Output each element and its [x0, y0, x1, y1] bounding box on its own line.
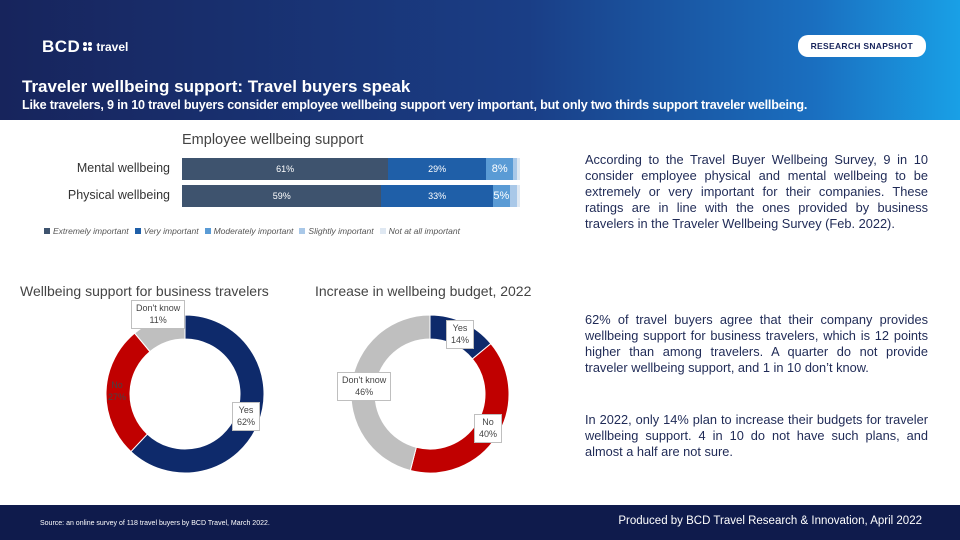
bar-segment: [509, 185, 517, 207]
donut-slice-no: [409, 342, 510, 474]
donut-budget-label-yes: Yes 14%: [446, 320, 475, 350]
bar-row-physical: Physical wellbeing 59% 33% 5%: [0, 185, 520, 207]
header-banner: BCD travel RESEARCH SNAPSHOT Traveler we…: [0, 0, 960, 120]
logo-bcd-text: BCD: [42, 37, 81, 56]
page-title: Traveler wellbeing support: Travel buyer…: [22, 77, 411, 96]
donut-slice-yes: [130, 314, 265, 474]
bar-segment: 29%: [388, 158, 487, 180]
legend-item: Not at all important: [379, 226, 460, 236]
bar-category-label: Physical wellbeing: [67, 188, 170, 202]
legend-swatch: [204, 228, 211, 234]
legend-label: Extremely important: [53, 226, 129, 236]
legend-item: Slightly important: [299, 226, 374, 236]
donut-support-label-no: No 27%: [108, 380, 127, 402]
bar-segment: [516, 158, 520, 180]
footer-produced: Produced by BCD Travel Research & Innova…: [618, 515, 922, 527]
bar-segment: 8%: [486, 158, 514, 180]
bar-chart-legend: Extremely important Very important Moderat…: [44, 226, 460, 236]
donut-support-label-dontknow: Don't know 11%: [131, 300, 186, 330]
bar-row-mental: Mental wellbeing 61% 29% 8%: [0, 158, 520, 180]
legend-swatch: [299, 228, 306, 234]
bcd-logo: BCD travel: [42, 37, 128, 57]
paragraph-employee-wellbeing: According to the Travel Buyer Wellbeing …: [585, 152, 928, 231]
legend-label: Slightly important: [308, 226, 374, 236]
research-snapshot-badge: RESEARCH SNAPSHOT: [797, 35, 926, 57]
donut-budget-title: Increase in wellbeing budget, 2022: [315, 283, 532, 299]
bar-segment: 59%: [182, 185, 382, 207]
paragraph-budget: In 2022, only 14% plan to increase their…: [585, 412, 928, 459]
page-subtitle: Like travelers, 9 in 10 travel buyers co…: [22, 98, 808, 112]
footer-bar: Source: an online survey of 118 travel b…: [0, 505, 960, 540]
bar-segment: [516, 185, 520, 207]
bar-category-label: Mental wellbeing: [76, 161, 170, 175]
donut-support-title: Wellbeing support for business travelers: [20, 283, 269, 299]
legend-label: Not at all important: [388, 226, 460, 236]
donut-slice-don-t-know: [350, 314, 431, 472]
legend-swatch: [44, 228, 50, 234]
footer-source: Source: an online survey of 118 travel b…: [40, 520, 270, 527]
legend-label: Moderately important: [213, 226, 294, 236]
bar-segment: 5%: [492, 185, 510, 207]
paragraph-support: 62% of travel buyers agree that their co…: [585, 312, 928, 375]
legend-item: Very important: [134, 226, 199, 236]
legend-label: Very important: [143, 226, 199, 236]
bar-segment: 61%: [182, 158, 389, 180]
logo-travel-text: travel: [96, 40, 129, 54]
bar-chart-title: Employee wellbeing support: [182, 132, 364, 148]
donut-support-label-yes: Yes 62%: [232, 402, 261, 432]
donut-budget-label-no: No 40%: [474, 414, 503, 444]
bar-track-physical: 59% 33% 5%: [182, 185, 520, 207]
logo-dots-icon: [83, 42, 93, 52]
bar-track-mental: 61% 29% 8%: [182, 158, 520, 180]
bar-segment: 33%: [381, 185, 493, 207]
legend-item: Extremely important: [44, 226, 129, 236]
legend-swatch: [379, 228, 386, 234]
legend-item: Moderately important: [204, 226, 294, 236]
donut-budget-label-dontknow: Don't know 46%: [337, 372, 392, 402]
legend-swatch: [134, 228, 141, 234]
bar-segment: [513, 158, 517, 180]
